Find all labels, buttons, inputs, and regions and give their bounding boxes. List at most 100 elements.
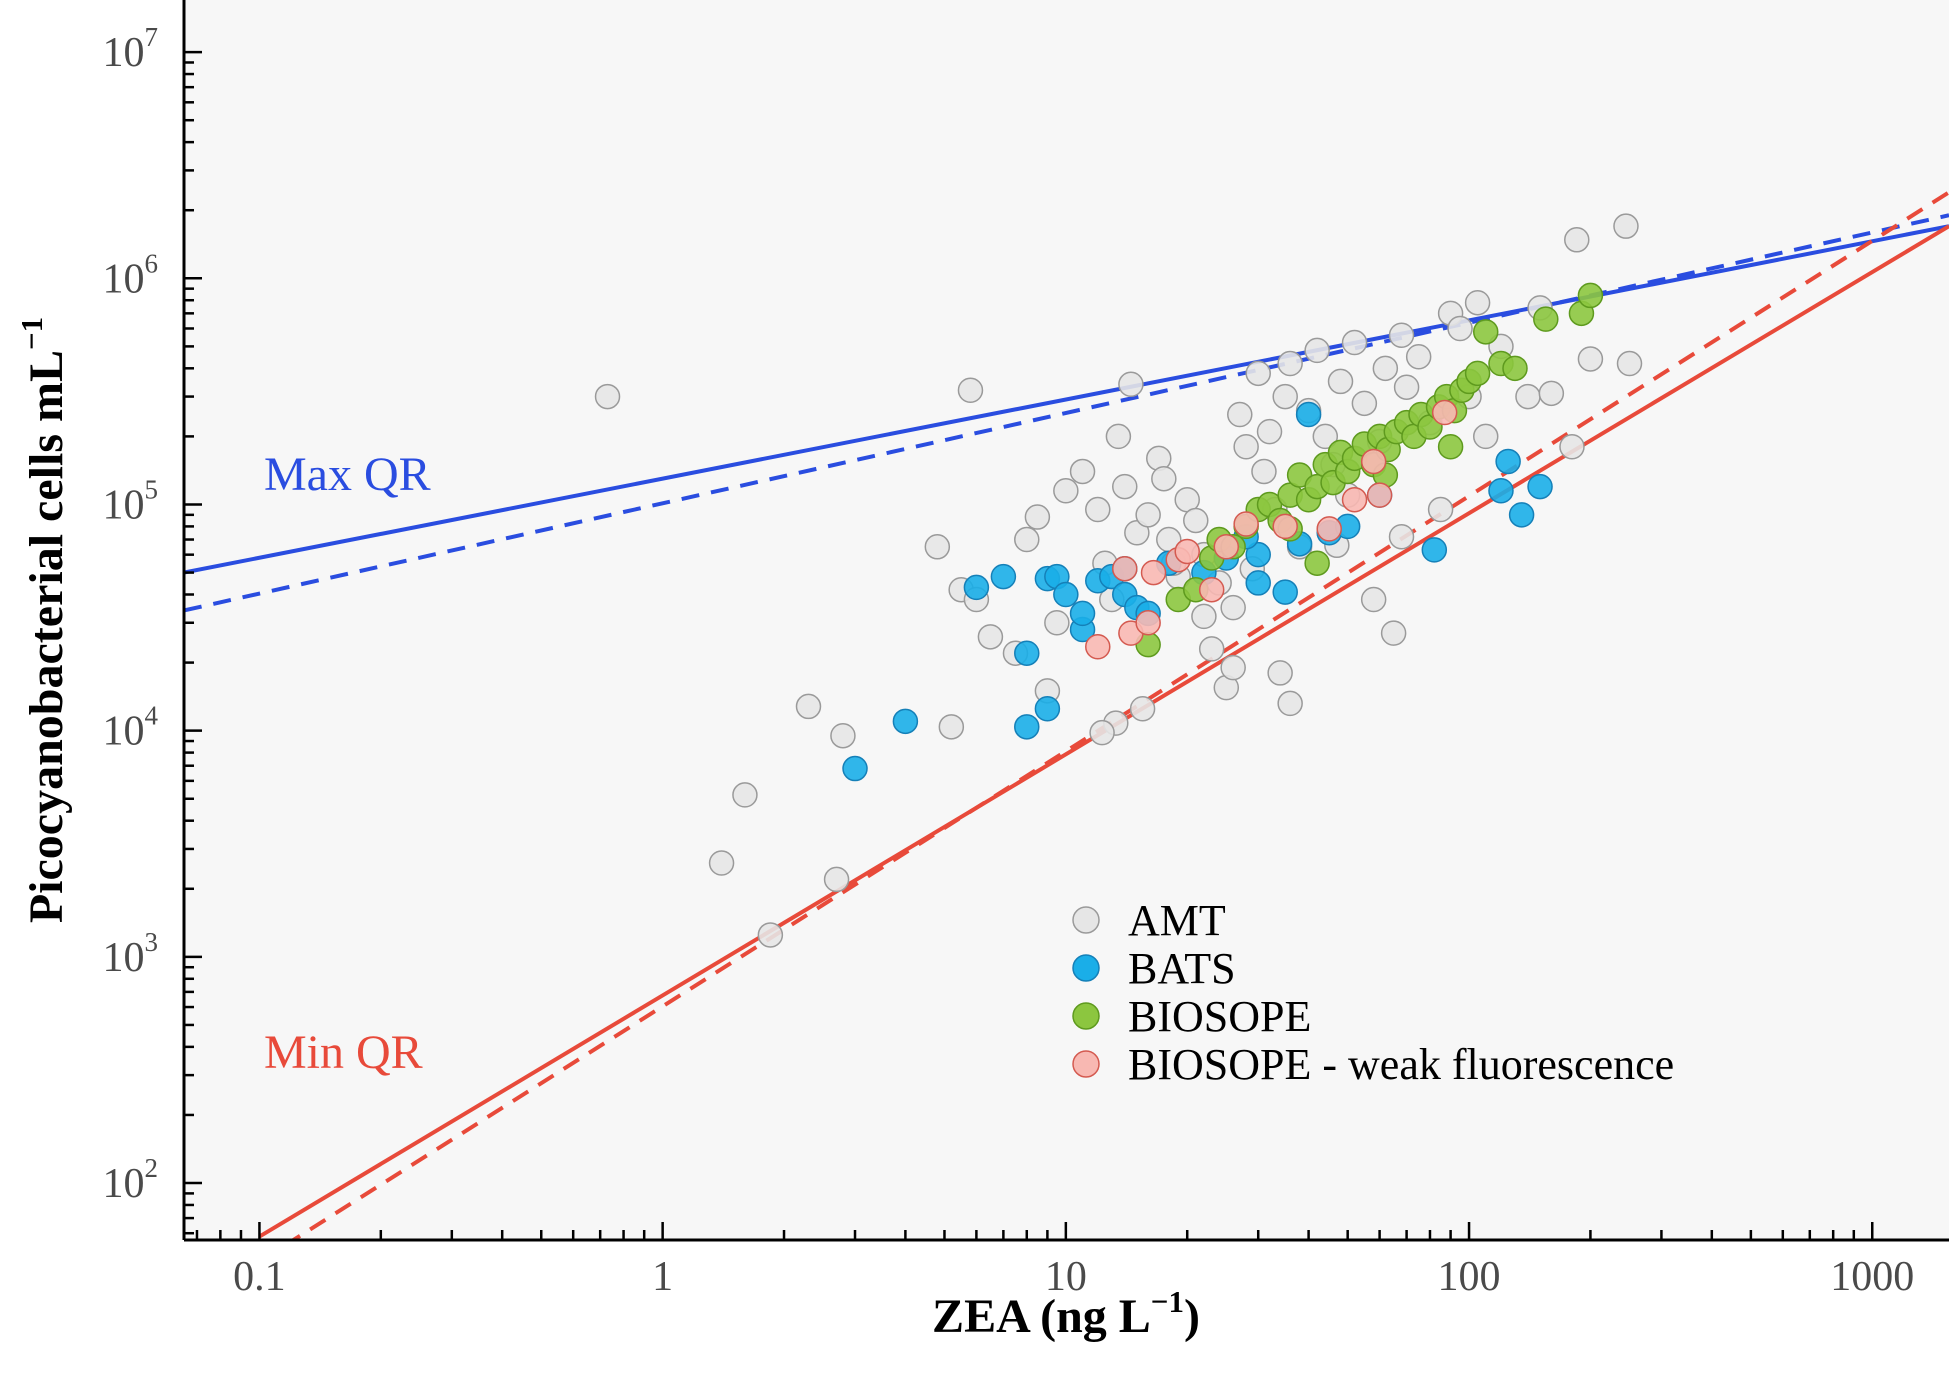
point-amt-20 — [1085, 496, 1111, 523]
point-amt-60 — [1372, 355, 1399, 382]
point-amt-42 — [1245, 360, 1271, 387]
point-amt-36 — [1198, 636, 1225, 662]
point-amt-51 — [1304, 337, 1330, 364]
point-amt-85 — [1191, 603, 1217, 630]
point-bats-29 — [1495, 448, 1521, 475]
point-amt-14 — [1024, 504, 1051, 530]
point-amt-54 — [1327, 368, 1354, 395]
point-amt-62 — [1388, 322, 1415, 349]
point-amt-24 — [1112, 473, 1138, 500]
point-amt-18 — [1053, 478, 1079, 504]
point-biosope-11 — [1286, 462, 1313, 488]
legend-marker-2 — [1072, 1002, 1100, 1030]
point-amt-61 — [1380, 620, 1407, 646]
point-bats-5 — [1014, 640, 1040, 666]
point-biosope-34 — [1472, 319, 1499, 345]
point-amt-76 — [1559, 434, 1585, 460]
x-tick-label: 1000 — [1830, 1254, 1914, 1300]
point-amt-78 — [1577, 346, 1604, 372]
point-biosope-weak-fluorescence-1 — [1112, 555, 1138, 582]
point-amt-64 — [1405, 343, 1432, 370]
max-qr-annotation: Max QR — [264, 448, 431, 501]
legend-marker-3 — [1072, 1050, 1100, 1078]
point-biosope-weak-fluorescence-9 — [1233, 511, 1259, 537]
point-bats-9 — [1053, 581, 1079, 608]
point-bats-27 — [1421, 537, 1448, 563]
point-biosope-weak-fluorescence-12 — [1341, 486, 1368, 513]
legend-label-2: BIOSOPE — [1128, 992, 1311, 1041]
point-amt-48 — [1277, 350, 1303, 377]
point-amt-19 — [1069, 458, 1096, 485]
min-qr-annotation: Min QR — [264, 1026, 423, 1079]
point-amt-25 — [1118, 371, 1144, 398]
y-axis-ticks: 102 103 104 105 106 107 — [103, 22, 202, 1235]
point-amt-23 — [1105, 423, 1132, 450]
y-tick-label: 103 — [103, 927, 159, 981]
point-amt-1 — [957, 377, 984, 403]
point-amt-4 — [757, 922, 784, 948]
point-amt-83 — [1277, 690, 1303, 717]
y-tick-label: 107 — [103, 22, 159, 76]
point-biosope-weak-fluorescence-15 — [1431, 399, 1458, 426]
point-bats-6 — [1034, 696, 1061, 722]
point-amt-57 — [1351, 390, 1378, 417]
point-amt-17 — [1044, 610, 1070, 636]
point-biosope-43 — [1437, 434, 1464, 460]
point-amt-5 — [795, 693, 822, 720]
point-biosope-weak-fluorescence-8 — [1213, 534, 1240, 560]
point-biosope-weak-fluorescence-10 — [1272, 513, 1298, 540]
fit-line-0 — [184, 224, 1949, 575]
point-biosope-weak-fluorescence-3 — [1135, 610, 1161, 636]
legend-label-1: BATS — [1128, 944, 1236, 993]
x-tick-label: 10 — [1045, 1254, 1087, 1300]
point-biosope-36 — [1502, 355, 1528, 382]
point-amt-12 — [977, 624, 1004, 650]
point-amt-63 — [1393, 374, 1420, 400]
point-amt-73 — [1515, 383, 1541, 410]
point-amt-41 — [1233, 434, 1259, 460]
point-bats-2 — [963, 574, 990, 601]
point-amt-9 — [924, 534, 951, 560]
y-tick-label: 106 — [103, 248, 159, 302]
fit-line-1 — [184, 213, 1949, 613]
point-bats-4 — [1014, 714, 1040, 740]
point-amt-75 — [1538, 380, 1565, 407]
point-amt-84 — [1220, 654, 1246, 681]
point-amt-43 — [1251, 458, 1277, 485]
point-biosope-39 — [1577, 282, 1604, 309]
point-bats-23 — [1295, 401, 1322, 428]
point-biosope-weak-fluorescence-6 — [1174, 538, 1200, 565]
point-amt-52 — [1312, 423, 1339, 450]
point-amt-15 — [1014, 526, 1040, 553]
x-tick-label: 100 — [1438, 1254, 1501, 1300]
point-amt-56 — [1341, 329, 1368, 356]
x-axis-title-sup: −1 — [1151, 1284, 1184, 1319]
point-biosope-37 — [1533, 306, 1559, 332]
point-amt-27 — [1129, 696, 1156, 722]
x-axis-title-close: ) — [1184, 1290, 1200, 1343]
point-biosope-weak-fluorescence-11 — [1316, 516, 1342, 542]
point-amt-7 — [830, 722, 856, 749]
x-axis-ticks: 0.1 1 10 100 1000 — [195, 1222, 1914, 1300]
point-amt-82 — [1089, 719, 1115, 746]
x-axis-title: ZEA (ng L−1) — [932, 1284, 1200, 1343]
legend-marker-0 — [1072, 906, 1100, 934]
point-bats-0 — [842, 755, 868, 782]
y-tick-label: 105 — [103, 474, 159, 528]
legend-label-3: BIOSOPE - weak fluorescence — [1128, 1040, 1674, 1089]
legend-label-0: AMT — [1128, 896, 1226, 945]
point-amt-68 — [1447, 315, 1473, 342]
point-amt-89 — [1388, 524, 1415, 550]
point-amt-3 — [732, 782, 758, 808]
point-amt-70 — [1464, 289, 1491, 316]
point-bats-30 — [1508, 502, 1535, 528]
data-points — [594, 213, 1643, 948]
point-biosope-40 — [1304, 550, 1330, 576]
x-tick-label: 1 — [652, 1254, 673, 1300]
point-amt-6 — [823, 866, 850, 893]
point-amt-79 — [1613, 213, 1639, 239]
y-axis-title-sup: −1 — [14, 317, 49, 350]
point-bats-21 — [1245, 541, 1271, 568]
point-amt-80 — [1616, 350, 1643, 377]
